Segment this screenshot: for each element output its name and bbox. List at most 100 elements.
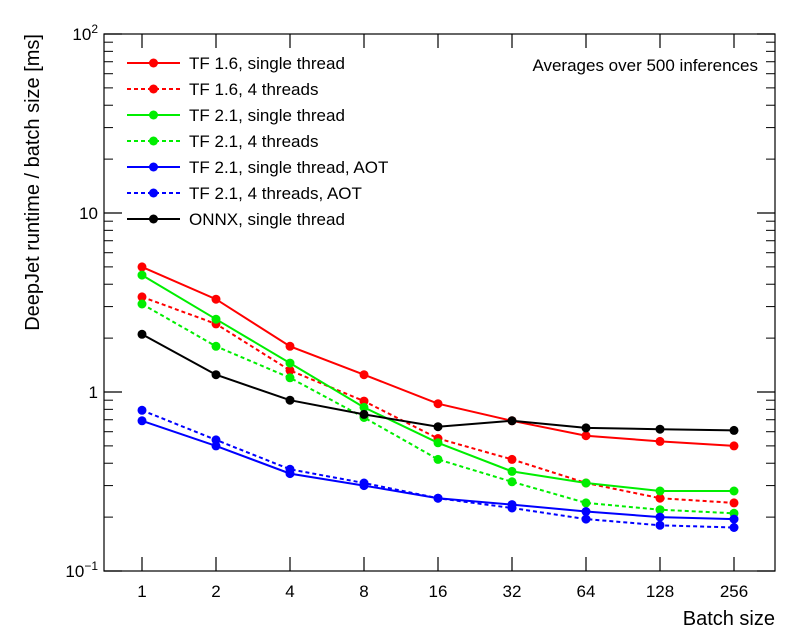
x-tick-label: 128 xyxy=(646,582,674,601)
axis-ticks: 1 2 4 8 16 32 64 128 256 10−1 1 10 102 xyxy=(65,22,775,601)
data-point xyxy=(655,424,665,434)
legend-marker xyxy=(149,188,158,198)
plot-frame xyxy=(103,33,776,572)
series-line xyxy=(141,265,735,447)
legend-label: ONNX, single thread xyxy=(189,210,345,229)
data-point xyxy=(433,438,443,448)
legend-entry: TF 2.1, 4 threads xyxy=(127,132,318,151)
data-point xyxy=(137,405,147,415)
data-point xyxy=(507,477,517,487)
legend-marker xyxy=(149,162,158,172)
series-group xyxy=(137,270,739,496)
data-point xyxy=(211,341,221,351)
data-point xyxy=(359,402,369,412)
data-point xyxy=(285,395,295,405)
x-tick-label: 4 xyxy=(285,582,294,601)
y-tick-label: 10 xyxy=(79,204,98,223)
data-point xyxy=(285,365,295,375)
series-group xyxy=(137,299,739,518)
legend-marker xyxy=(149,136,158,146)
data-point xyxy=(433,454,443,464)
data-point xyxy=(655,436,665,446)
data-point xyxy=(433,493,443,503)
legend: TF 1.6, single thread TF 1.6, 4 threads TF… xyxy=(127,54,388,229)
series-group xyxy=(137,405,739,532)
series-line xyxy=(141,303,735,515)
data-point xyxy=(655,520,665,530)
legend-entry: TF 1.6, 4 threads xyxy=(127,80,318,99)
data-point xyxy=(211,435,221,445)
data-point xyxy=(285,464,295,474)
data-point xyxy=(729,514,739,524)
legend-entry: TF 1.6, single thread xyxy=(127,54,345,73)
data-point xyxy=(729,441,739,451)
data-series xyxy=(137,262,739,532)
series-line xyxy=(141,333,735,432)
legend-label: TF 2.1, single thread xyxy=(189,106,345,125)
annotation: Averages over 500 inferences xyxy=(532,56,758,75)
x-tick-label: 1 xyxy=(137,582,146,601)
legend-label: TF 1.6, 4 threads xyxy=(189,80,318,99)
data-point xyxy=(581,478,591,488)
y-axis-title: DeepJet runtime / batch size [ms] xyxy=(22,34,44,331)
data-point xyxy=(729,486,739,496)
data-point xyxy=(137,416,147,426)
data-point xyxy=(655,505,665,515)
data-point xyxy=(285,358,295,368)
data-point xyxy=(211,294,221,304)
data-point xyxy=(581,431,591,441)
data-point xyxy=(137,270,147,280)
data-point xyxy=(359,396,369,406)
y-tick-label: 1 xyxy=(89,383,98,402)
legend-entry: ONNX, single thread xyxy=(127,210,345,229)
data-point xyxy=(137,262,147,272)
series-group xyxy=(137,329,739,435)
legend-marker xyxy=(149,214,158,224)
legend-label: TF 2.1, 4 threads, AOT xyxy=(189,184,362,203)
x-tick-label: 256 xyxy=(720,582,748,601)
data-point xyxy=(581,514,591,524)
legend-entry: TF 2.1, single thread xyxy=(127,106,345,125)
data-point xyxy=(285,373,295,383)
data-point xyxy=(433,422,443,432)
y-tick-label: 10−1 xyxy=(65,559,98,581)
data-point xyxy=(285,341,295,351)
x-tick-label: 32 xyxy=(503,582,522,601)
legend-entry: TF 2.1, single thread, AOT xyxy=(127,158,388,177)
data-point xyxy=(433,399,443,409)
data-point xyxy=(507,466,517,476)
legend-marker xyxy=(149,84,158,94)
data-point xyxy=(359,478,369,488)
data-point xyxy=(507,454,517,464)
data-point xyxy=(655,512,665,522)
y-tick-label: 102 xyxy=(72,22,98,44)
legend-label: TF 2.1, 4 threads xyxy=(189,132,318,151)
data-point xyxy=(359,409,369,419)
data-point xyxy=(729,425,739,435)
legend-marker xyxy=(149,110,158,120)
series-group xyxy=(137,416,739,524)
data-point xyxy=(581,423,591,433)
data-point xyxy=(359,370,369,380)
data-point xyxy=(137,329,147,339)
data-point xyxy=(507,416,517,426)
data-point xyxy=(655,486,665,496)
data-point xyxy=(507,503,517,513)
data-point xyxy=(655,493,665,503)
x-tick-label: 16 xyxy=(429,582,448,601)
data-point xyxy=(729,523,739,532)
legend-label: TF 2.1, single thread, AOT xyxy=(189,158,388,177)
x-tick-label: 2 xyxy=(211,582,220,601)
data-point xyxy=(581,507,591,516)
data-point xyxy=(137,292,147,302)
legend-label: TF 1.6, single thread xyxy=(189,54,345,73)
series-group xyxy=(137,262,739,451)
data-point xyxy=(581,498,591,508)
data-point xyxy=(211,314,221,324)
data-point xyxy=(137,299,147,309)
legend-entry: TF 2.1, 4 threads, AOT xyxy=(127,184,362,203)
x-axis-title: Batch size xyxy=(683,608,775,630)
x-tick-label: 8 xyxy=(359,582,368,601)
legend-marker xyxy=(149,58,158,68)
